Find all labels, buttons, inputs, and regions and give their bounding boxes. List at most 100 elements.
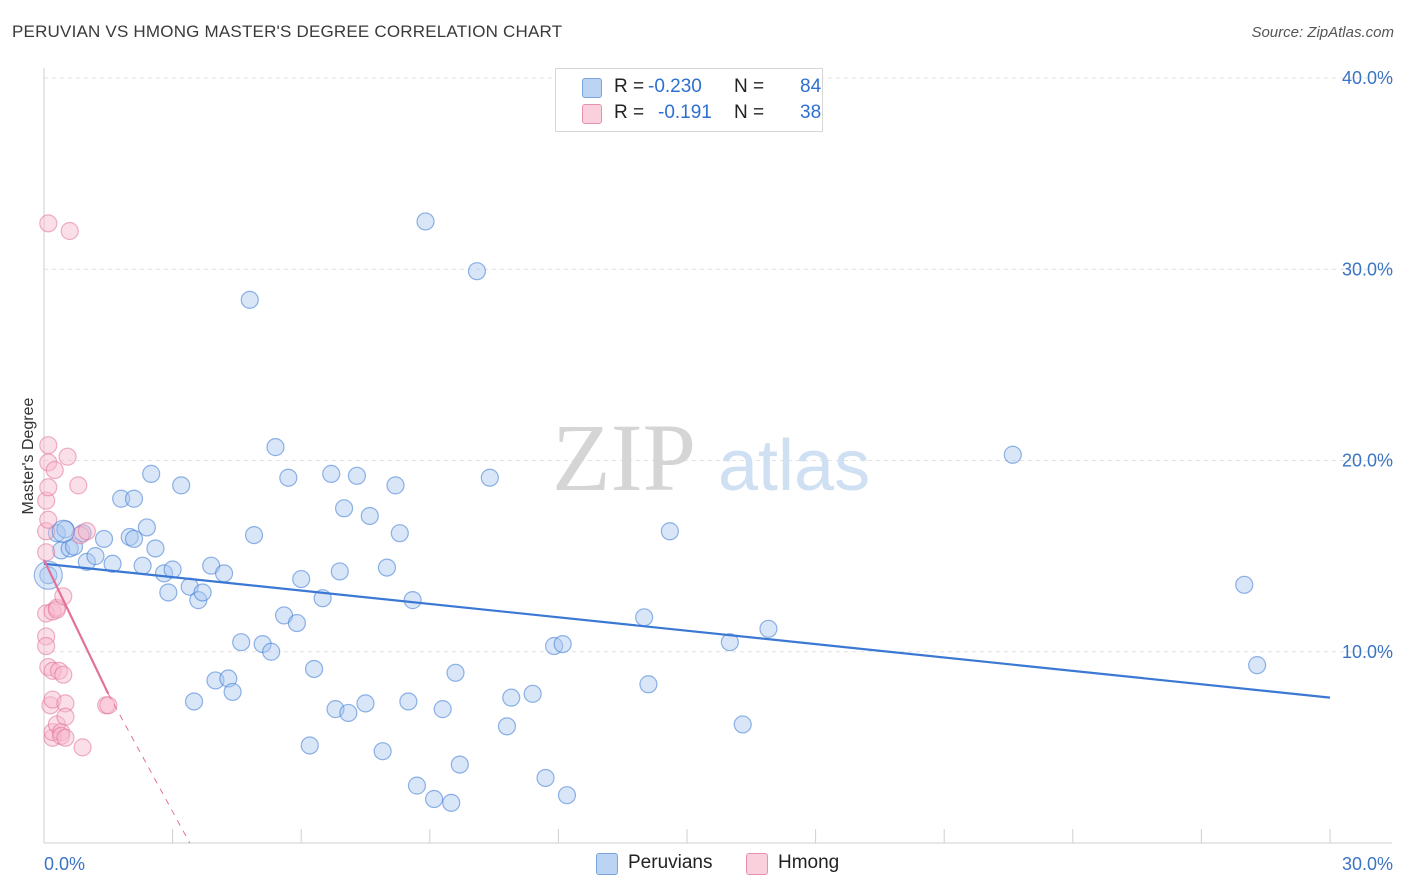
point-peruvians [262, 642, 281, 661]
point-peruvians [94, 529, 114, 549]
point-peruvians [390, 524, 409, 543]
point-peruvians [467, 262, 487, 281]
bottom-legend-label-hmong: Hmong [778, 852, 840, 873]
point-peruvians [219, 669, 238, 688]
point-peruvians [407, 776, 427, 795]
point-hmong [37, 491, 56, 510]
point-hmong [39, 214, 58, 233]
correlation-legend: R = -0.230 N = 84 R = -0.191 N = 38 [555, 68, 823, 132]
point-hmong [37, 543, 56, 562]
point-peruvians [424, 789, 444, 809]
grid-lines [44, 77, 1392, 653]
y-tick-label: 30.0% [1342, 259, 1393, 279]
bottom-legend-swatch-peruvians [596, 853, 618, 875]
point-peruvians [523, 684, 542, 703]
trend-extension-hmong [107, 693, 191, 844]
data-points [33, 212, 1267, 812]
point-peruvians [244, 525, 264, 545]
point-hmong [39, 436, 58, 455]
legend-r-value: -0.191 [658, 102, 712, 123]
point-peruvians [292, 569, 311, 589]
point-peruvians [124, 489, 144, 508]
point-hmong [43, 661, 62, 680]
point-peruvians [193, 583, 212, 602]
point-hmong [73, 738, 92, 757]
point-peruvians [639, 675, 658, 694]
point-peruvians [334, 499, 354, 518]
point-peruvians [232, 633, 251, 652]
legend-n-value: 38 [800, 102, 822, 123]
point-peruvians [103, 554, 122, 573]
point-hmong [39, 478, 58, 497]
source-label: Source: ZipAtlas.com [1251, 24, 1394, 41]
legend-n-value: 84 [800, 76, 822, 97]
legend-r-label: R = [614, 76, 645, 97]
point-peruvians [635, 608, 654, 627]
point-hmong [58, 447, 77, 466]
point-peruvians [433, 700, 452, 719]
point-peruvians [159, 583, 178, 602]
legend-r-value: -0.230 [648, 76, 702, 97]
point-peruvians [184, 692, 204, 711]
watermark-atlas: atlas [718, 426, 870, 506]
point-peruvians [1248, 656, 1267, 675]
point-peruvians [720, 633, 739, 652]
point-peruvians [1235, 575, 1254, 594]
y-tick-label: 20.0% [1342, 451, 1393, 471]
point-peruvians [223, 682, 242, 702]
point-peruvians [403, 591, 422, 610]
point-peruvians [266, 438, 285, 457]
point-peruvians [553, 634, 572, 654]
point-hmong [37, 636, 56, 656]
legend-n-label: N = [734, 102, 765, 123]
bottom-legend-swatch-hmong [746, 853, 768, 875]
point-peruvians [330, 562, 349, 581]
legend-n-label: N = [734, 76, 765, 97]
point-hmong [39, 510, 58, 529]
trend-line-hmong [43, 559, 110, 695]
legend-r-label: R = [614, 102, 645, 123]
trend-lines [43, 559, 1331, 844]
point-peruvians [279, 468, 298, 487]
point-peruvians [172, 476, 191, 495]
y-tick-label: 40.0% [1342, 68, 1393, 88]
point-peruvians [442, 793, 461, 812]
point-hmong [37, 522, 56, 541]
point-peruvians [322, 464, 341, 483]
point-hmong [54, 665, 73, 684]
y-axis-title: Master's Degree [20, 397, 37, 514]
point-hmong [60, 221, 79, 241]
point-peruvians [759, 619, 778, 638]
point-peruvians [557, 786, 577, 805]
point-peruvians [214, 564, 234, 583]
y-tick-label: 10.0% [1342, 642, 1393, 662]
point-peruvians [446, 663, 465, 682]
point-peruvians [240, 290, 259, 309]
point-peruvians [133, 556, 152, 575]
point-peruvians [304, 659, 324, 679]
point-peruvians [502, 688, 521, 707]
point-peruvians [356, 694, 375, 713]
point-hmong [37, 627, 56, 646]
point-peruvians [300, 736, 319, 755]
point-hmong [56, 694, 75, 713]
point-hmong [45, 460, 64, 480]
point-peruvians [347, 466, 367, 485]
point-peruvians [480, 468, 499, 487]
point-peruvians [373, 742, 392, 761]
watermark-zip: ZIP [552, 404, 696, 511]
point-peruvians-cluster [51, 519, 75, 543]
point-peruvians [386, 476, 405, 495]
point-hmong [56, 728, 75, 747]
point-peruvians [497, 717, 517, 736]
legend-swatch-hmong [582, 104, 602, 124]
x-tick-label: 0.0% [44, 854, 85, 874]
bottom-legend-label-peruvians: Peruvians [628, 852, 713, 873]
point-peruvians [287, 613, 307, 633]
x-tick-label: 30.0% [1342, 854, 1393, 874]
point-peruvians [450, 755, 469, 774]
point-peruvians [660, 522, 679, 541]
point-peruvians [399, 692, 418, 711]
tick-labels: 10.0% 20.0% 30.0% 40.0% 0.0% 30.0% [44, 68, 1393, 874]
